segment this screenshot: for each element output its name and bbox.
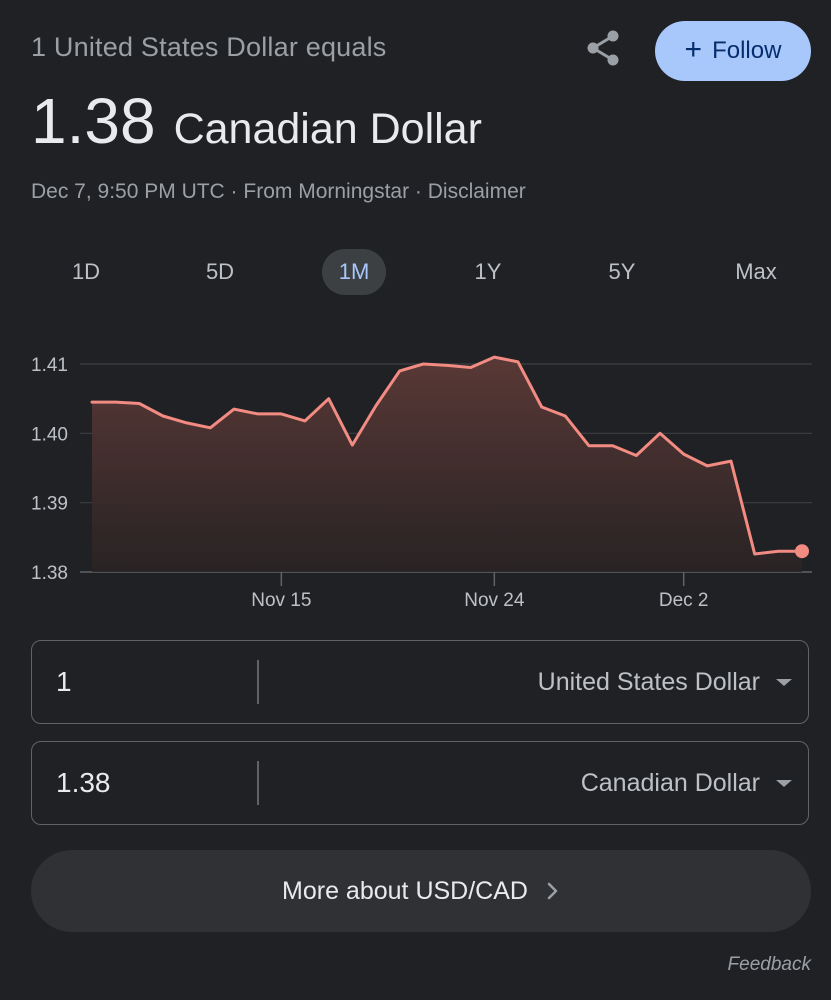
y-tick-label: 1.41 <box>31 355 68 376</box>
tab-5y[interactable]: 5Y <box>608 259 636 284</box>
dropdown-arrow-icon[interactable] <box>776 679 792 686</box>
follow-button[interactable]: + Follow <box>655 21 811 81</box>
to-currency-field: 1.38 Canadian Dollar <box>31 741 809 825</box>
tab-1m[interactable]: 1M <box>322 249 386 295</box>
exchange-rate-value: 1.38 <box>31 85 156 157</box>
price-chart[interactable]: 1.41 1.40 1.39 1.38 Nov 15 Nov 24 Dec 2 <box>0 330 831 620</box>
to-amount-input[interactable]: 1.38 <box>56 767 111 798</box>
y-tick-label: 1.38 <box>31 563 68 584</box>
x-tick-label: Nov 24 <box>464 590 525 611</box>
current-price-dot <box>795 544 809 559</box>
target-currency-name: Canadian Dollar <box>173 105 482 153</box>
tab-5d[interactable]: 5D <box>205 259 235 284</box>
quote-meta: Dec 7, 9:50 PM UTC · From Morningstar · … <box>31 180 526 203</box>
x-tick-label: Nov 15 <box>251 590 311 611</box>
share-icon <box>584 28 622 73</box>
tab-1y[interactable]: 1Y <box>474 259 502 284</box>
x-tick-label: Dec 2 <box>659 590 709 611</box>
time-range-tabs: 1D 5D 1M 1Y 5Y Max <box>20 249 823 295</box>
more-about-label: More about USD/CAD <box>282 876 528 905</box>
chevron-right-icon <box>546 881 560 901</box>
field-divider <box>257 761 259 805</box>
feedback-link[interactable]: Feedback <box>727 954 811 975</box>
from-currency-field: 1 United States Dollar <box>31 640 809 724</box>
field-divider <box>257 660 259 704</box>
tab-max[interactable]: Max <box>735 259 777 284</box>
price-chart-svg: 1.41 1.40 1.39 1.38 Nov 15 Nov 24 Dec 2 <box>31 355 812 611</box>
y-tick-label: 1.39 <box>31 494 68 515</box>
from-amount-input[interactable]: 1 <box>56 666 72 697</box>
price-row: 1.38 Canadian Dollar <box>31 84 482 158</box>
price-area <box>92 357 802 572</box>
dropdown-arrow-icon[interactable] <box>776 780 792 787</box>
conversion-subtitle: 1 United States Dollar equals <box>31 32 387 62</box>
share-button[interactable] <box>583 30 623 70</box>
price-line <box>90 355 804 556</box>
follow-label: Follow <box>712 37 782 64</box>
tab-1d[interactable]: 1D <box>71 259 101 284</box>
y-tick-label: 1.40 <box>31 424 68 445</box>
more-about-button[interactable]: More about USD/CAD <box>31 850 811 932</box>
to-currency-select[interactable]: Canadian Dollar <box>580 768 760 797</box>
from-currency-select[interactable]: United States Dollar <box>537 667 760 696</box>
plus-icon: + <box>684 33 703 66</box>
